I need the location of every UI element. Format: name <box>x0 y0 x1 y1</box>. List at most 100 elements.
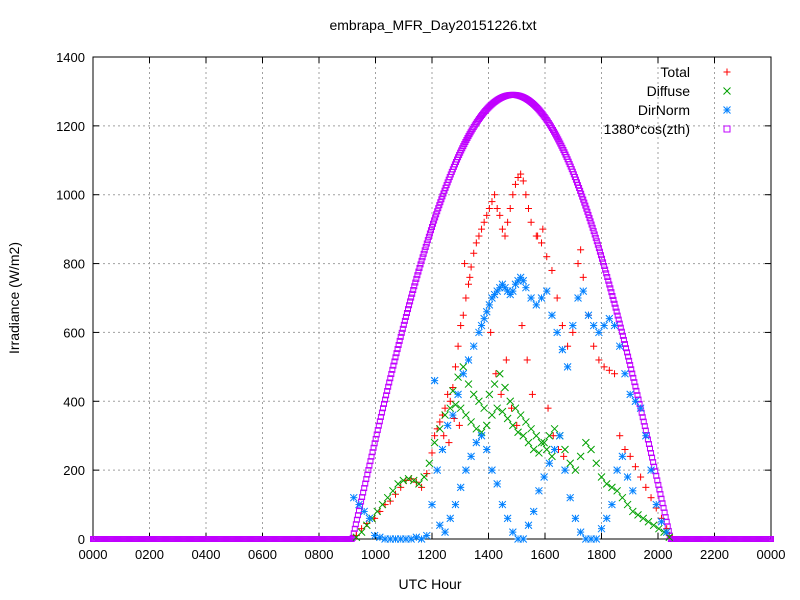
total-point <box>483 211 491 219</box>
cos-zth-point <box>363 476 370 483</box>
total-point <box>509 191 517 199</box>
diffuse-point <box>383 493 392 502</box>
x-axis-ticks: 0000 0200 0400 0600 0800 1000 1200 1400 1600 1800… <box>79 57 786 562</box>
cos-zth-point <box>608 289 615 296</box>
dirnorm-point <box>443 421 452 430</box>
total-point <box>496 211 504 219</box>
total-point <box>436 418 444 426</box>
cos-zth-point <box>373 431 380 438</box>
cos-zth-point <box>429 223 435 230</box>
diffuse-point <box>420 473 429 481</box>
total-point <box>626 452 634 460</box>
diffuse-point <box>498 407 507 416</box>
y-tick-label: 1200 <box>56 119 85 134</box>
cos-zth-point <box>632 383 639 390</box>
cos-zth-point <box>387 375 394 382</box>
diffuse-point <box>357 528 366 536</box>
cos-zth-point <box>616 320 623 327</box>
cos-zth-point <box>411 283 418 290</box>
cos-zth-point <box>422 243 429 250</box>
x-axis-label: UTC Hour <box>398 576 461 592</box>
cos-zth-point <box>638 409 645 416</box>
cos-zth-point <box>625 353 632 360</box>
total-point <box>461 260 469 268</box>
dirnorm-point <box>519 535 528 543</box>
x-tick-label: 0000 <box>757 547 786 562</box>
cos-zth-point <box>426 230 433 237</box>
cos-zth-point <box>587 218 594 225</box>
x-tick-label: 1000 <box>361 547 390 562</box>
cos-zth-point <box>365 467 372 474</box>
legend-marker <box>723 125 731 133</box>
dirnorm-point <box>574 294 582 302</box>
dirnorm-point <box>535 486 543 495</box>
diffuse-point <box>516 411 525 419</box>
diffuse-point <box>628 507 637 516</box>
dirnorm-point <box>589 321 598 330</box>
series-dirnorm <box>349 273 671 543</box>
dirnorm-point <box>428 500 436 509</box>
dirnorm-point <box>446 514 455 523</box>
cos-zth-point <box>623 345 630 352</box>
dirnorm-point <box>493 480 502 488</box>
cos-zth-point <box>364 471 371 478</box>
total-point <box>574 260 582 268</box>
cos-zth-point <box>378 409 385 416</box>
dirnorm-point <box>467 452 475 461</box>
total-point <box>539 225 547 233</box>
cos-zth-point <box>424 237 431 244</box>
diffuse-point <box>503 414 512 423</box>
cos-zth-point <box>397 333 404 340</box>
diffuse-point <box>613 486 621 495</box>
cos-zth-point <box>618 328 625 335</box>
cos-zth-point <box>624 349 631 356</box>
dirnorm-point <box>519 276 528 285</box>
cos-zth-point <box>597 252 604 259</box>
dirnorm-point <box>553 328 562 337</box>
cos-zth-point <box>605 277 612 284</box>
dirnorm-point <box>597 524 606 533</box>
diffuse-point <box>542 445 551 454</box>
dirnorm-point <box>540 473 548 481</box>
cos-zth-point <box>629 370 636 377</box>
total-point <box>391 490 399 498</box>
total-point <box>491 191 499 199</box>
diffuse-point <box>451 400 460 409</box>
total-point <box>528 390 536 398</box>
cos-zth-point <box>582 202 589 209</box>
cos-zth-point <box>396 337 403 344</box>
cos-zth-point <box>379 405 386 412</box>
x-tick-label: 1800 <box>587 547 616 562</box>
diffuse-point <box>472 424 481 433</box>
dirnorm-point <box>498 500 507 509</box>
total-point <box>492 370 500 378</box>
diffuse-point <box>519 431 528 440</box>
x-tick-label: 2200 <box>700 547 729 562</box>
dirnorm-point <box>365 514 374 523</box>
diffuse-point <box>493 404 502 413</box>
total-point <box>522 191 530 199</box>
total-point <box>558 322 566 330</box>
dirnorm-point <box>662 528 671 536</box>
cos-zth-point <box>611 300 618 307</box>
dirnorm-point <box>456 483 465 492</box>
diffuse-point <box>587 445 595 454</box>
dirnorm-point <box>375 533 384 542</box>
total-point <box>631 463 639 471</box>
diffuse-point <box>462 411 470 419</box>
total-point <box>462 294 470 302</box>
dirnorm-point <box>628 486 637 495</box>
total-point <box>470 249 478 257</box>
diffuse-point <box>409 476 418 485</box>
cos-zth-point <box>416 264 423 271</box>
y-tick-label: 600 <box>63 325 85 340</box>
dirnorm-point <box>542 287 551 295</box>
cos-zth-point <box>635 396 642 403</box>
diffuse-point <box>548 452 556 461</box>
cos-zth-point <box>405 306 412 313</box>
diffuse-point <box>623 500 632 509</box>
dirnorm-point <box>641 431 650 440</box>
cos-zth-point <box>398 329 405 336</box>
dirnorm-point <box>568 321 577 330</box>
cos-zth-point <box>423 240 430 247</box>
